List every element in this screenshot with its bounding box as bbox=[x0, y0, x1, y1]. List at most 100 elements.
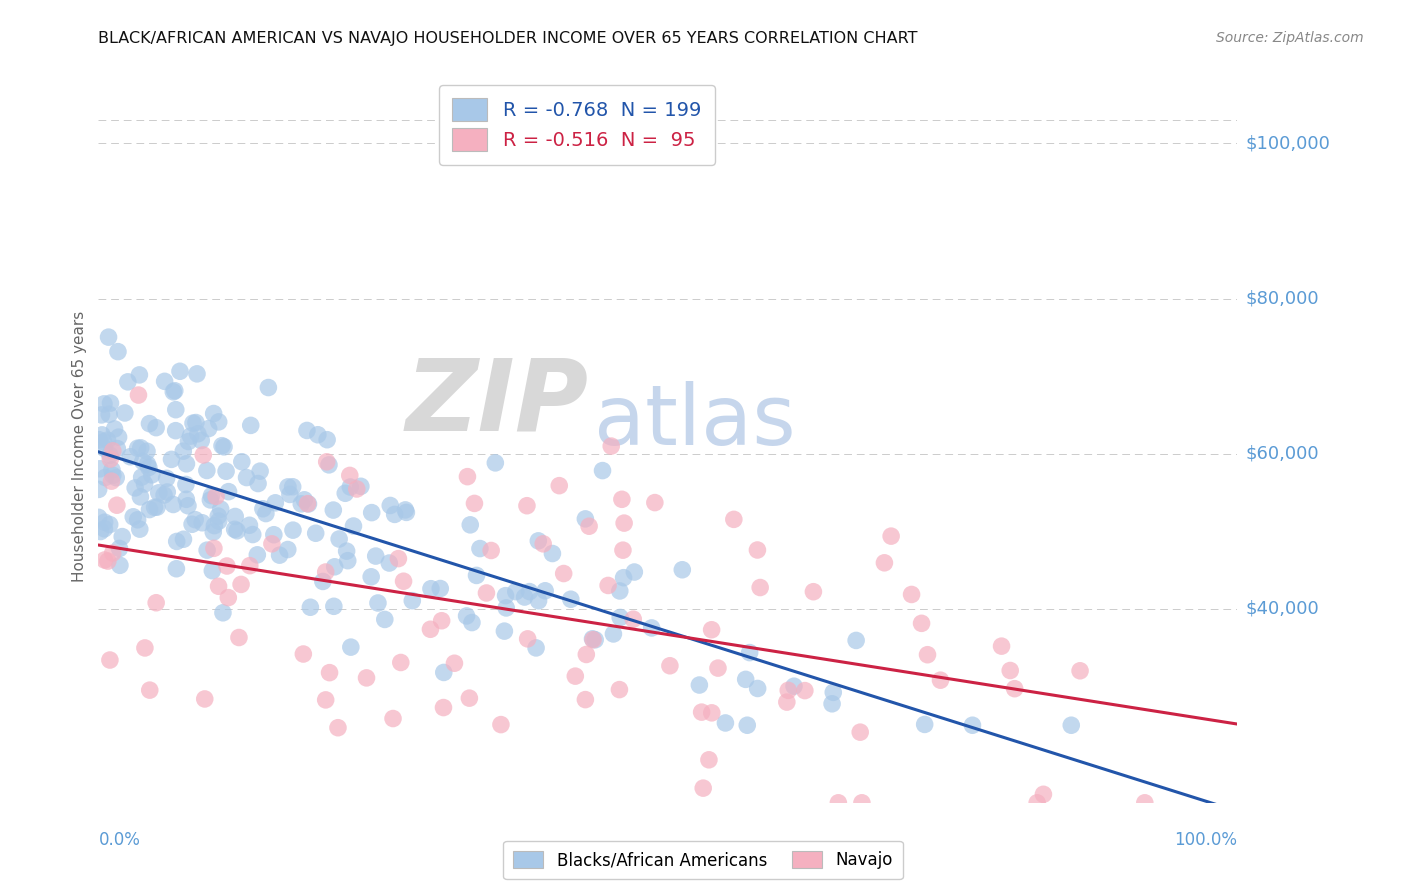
Point bbox=[120, 450, 142, 464]
Point bbox=[394, 503, 416, 517]
Point bbox=[295, 424, 318, 438]
Point bbox=[697, 753, 720, 767]
Point bbox=[217, 591, 239, 605]
Point bbox=[322, 599, 344, 614]
Point bbox=[339, 468, 361, 483]
Point bbox=[479, 543, 502, 558]
Point bbox=[527, 593, 550, 607]
Point bbox=[778, 683, 800, 698]
Point bbox=[723, 512, 745, 526]
Point bbox=[612, 543, 634, 558]
Point bbox=[242, 527, 264, 541]
Point bbox=[98, 517, 121, 532]
Point bbox=[305, 526, 328, 541]
Point bbox=[456, 609, 478, 624]
Point bbox=[136, 457, 159, 471]
Point bbox=[226, 524, 249, 538]
Point bbox=[463, 496, 485, 510]
Point bbox=[880, 529, 903, 543]
Point bbox=[93, 553, 115, 567]
Point bbox=[89, 462, 111, 476]
Point bbox=[215, 464, 238, 478]
Point bbox=[574, 692, 596, 706]
Point bbox=[181, 416, 204, 430]
Point bbox=[277, 480, 299, 494]
Text: $80,000: $80,000 bbox=[1246, 290, 1319, 308]
Point bbox=[430, 614, 453, 628]
Point bbox=[247, 476, 270, 491]
Point bbox=[292, 647, 315, 661]
Point bbox=[387, 551, 409, 566]
Point bbox=[153, 488, 176, 502]
Point bbox=[212, 606, 235, 620]
Point bbox=[392, 574, 415, 589]
Point bbox=[277, 542, 299, 557]
Point bbox=[212, 440, 235, 454]
Text: ZIP: ZIP bbox=[405, 355, 588, 451]
Point bbox=[229, 577, 252, 591]
Point bbox=[208, 415, 231, 429]
Point bbox=[429, 582, 451, 596]
Point bbox=[134, 640, 156, 655]
Point bbox=[184, 513, 207, 527]
Point bbox=[581, 632, 603, 646]
Point bbox=[145, 596, 167, 610]
Legend: R = -0.768  N = 199, R = -0.516  N =  95: R = -0.768 N = 199, R = -0.516 N = 95 bbox=[439, 85, 714, 164]
Point bbox=[783, 679, 806, 693]
Point bbox=[201, 564, 224, 578]
Point bbox=[143, 500, 166, 515]
Point bbox=[600, 439, 623, 453]
Point bbox=[714, 715, 737, 730]
Point bbox=[134, 477, 156, 491]
Point bbox=[609, 584, 631, 599]
Point bbox=[1060, 718, 1083, 732]
Point bbox=[195, 543, 218, 558]
Point bbox=[257, 380, 280, 394]
Point bbox=[534, 583, 557, 598]
Point bbox=[1026, 796, 1049, 810]
Point bbox=[914, 717, 936, 731]
Point bbox=[224, 522, 246, 536]
Point bbox=[87, 483, 110, 497]
Point bbox=[1069, 664, 1091, 678]
Point bbox=[191, 516, 214, 530]
Point bbox=[101, 463, 124, 477]
Point bbox=[990, 639, 1012, 653]
Point bbox=[360, 570, 382, 584]
Point bbox=[101, 468, 124, 483]
Point bbox=[610, 492, 633, 507]
Text: 0.0%: 0.0% bbox=[98, 830, 141, 848]
Point bbox=[640, 621, 662, 635]
Point bbox=[374, 612, 396, 626]
Point bbox=[318, 458, 340, 472]
Point bbox=[553, 566, 575, 581]
Point bbox=[238, 518, 260, 533]
Point bbox=[141, 467, 163, 482]
Point bbox=[177, 434, 200, 449]
Point bbox=[172, 444, 194, 458]
Point bbox=[356, 671, 378, 685]
Point bbox=[315, 455, 337, 469]
Point bbox=[468, 541, 491, 556]
Point bbox=[100, 474, 122, 488]
Point bbox=[524, 640, 547, 655]
Point bbox=[105, 498, 128, 512]
Point bbox=[519, 584, 541, 599]
Point bbox=[749, 581, 772, 595]
Point bbox=[165, 562, 187, 576]
Text: Source: ZipAtlas.com: Source: ZipAtlas.com bbox=[1216, 31, 1364, 45]
Point bbox=[281, 480, 304, 494]
Point bbox=[929, 673, 952, 688]
Point bbox=[458, 517, 481, 532]
Point bbox=[93, 515, 115, 529]
Point bbox=[598, 578, 620, 592]
Point bbox=[548, 478, 571, 492]
Point bbox=[360, 506, 382, 520]
Point bbox=[97, 554, 120, 568]
Point bbox=[516, 499, 538, 513]
Point bbox=[172, 533, 194, 547]
Point bbox=[211, 439, 233, 453]
Point bbox=[98, 452, 121, 467]
Point bbox=[613, 571, 636, 585]
Point bbox=[578, 519, 600, 533]
